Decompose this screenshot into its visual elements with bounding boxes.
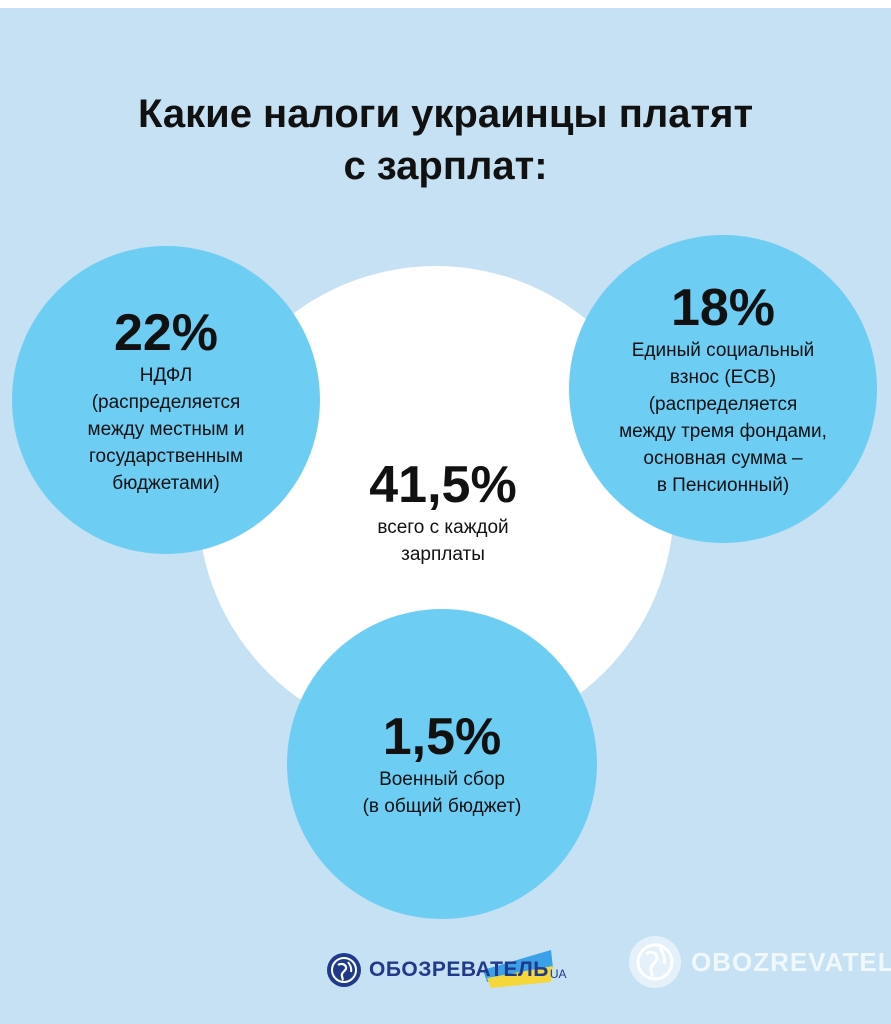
- esv-line: (распределяется: [648, 394, 798, 415]
- center-percent: 41,5%: [369, 456, 517, 514]
- military-levy-circle: 1,5% Военный сбор (в общий бюджет): [287, 609, 597, 919]
- logo-suffix: UA: [549, 967, 567, 981]
- page-title: Какие налоги украинцы платят с зарплат:: [0, 88, 891, 192]
- globe-icon: [327, 953, 361, 987]
- watermark: OBOZREVATEL: [629, 934, 891, 990]
- obozrevatel-logo[interactable]: ОБОЗРЕВАТЕЛЬ UA: [327, 950, 567, 988]
- logo-text: ОБОЗРЕВАТЕЛЬ: [369, 958, 549, 981]
- ndfl-line: государственным: [88, 445, 244, 467]
- globe-watermark-icon: [629, 936, 681, 988]
- ndfl-circle: 22% НДФЛ (распределяется между местным и…: [12, 246, 320, 554]
- center-line: зарплаты: [401, 544, 485, 565]
- title-line-2: с зарплат:: [343, 144, 548, 188]
- infographic-canvas: Какие налоги украинцы платят с зарплат: …: [0, 8, 891, 1024]
- military-levy-percent: 1,5%: [382, 708, 502, 766]
- ndfl-percent: 22%: [113, 303, 219, 362]
- ndfl-description: НДФЛ (распределяется между местным и гос…: [88, 362, 245, 497]
- center-description: всего с каждой зарплаты: [343, 514, 543, 568]
- ndfl-line: между местным и: [87, 418, 245, 440]
- flag-brush-icon: [483, 950, 553, 988]
- ndfl-line: НДФЛ: [139, 364, 193, 386]
- esv-description: Единый социальный взнос (ЕСВ) (распредел…: [619, 337, 827, 499]
- esv-line: между тремя фондами,: [619, 421, 827, 442]
- ndfl-line: бюджетами): [112, 472, 220, 494]
- esv-line: Единый социальный: [631, 340, 815, 361]
- ndfl-line: (распределяется: [91, 391, 241, 413]
- military-levy-description: Военный сбор (в общий бюджет): [363, 766, 522, 820]
- military-levy-line: (в общий бюджет): [362, 796, 522, 817]
- esv-line: в Пенсионный): [656, 475, 790, 496]
- title-line-1: Какие налоги украинцы платят: [137, 92, 754, 136]
- esv-circle: 18% Единый социальный взнос (ЕСВ) (распр…: [569, 235, 877, 543]
- military-levy-line: Военный сбор: [379, 769, 505, 790]
- center-total: 41,5% всего с каждой зарплаты: [343, 456, 543, 568]
- esv-line: основная сумма –: [643, 448, 803, 469]
- esv-percent: 18%: [670, 279, 776, 337]
- watermark-text: OBOZREVATEL: [691, 946, 891, 977]
- center-line: всего с каждой: [377, 517, 509, 538]
- esv-line: взнос (ЕСВ): [669, 367, 777, 388]
